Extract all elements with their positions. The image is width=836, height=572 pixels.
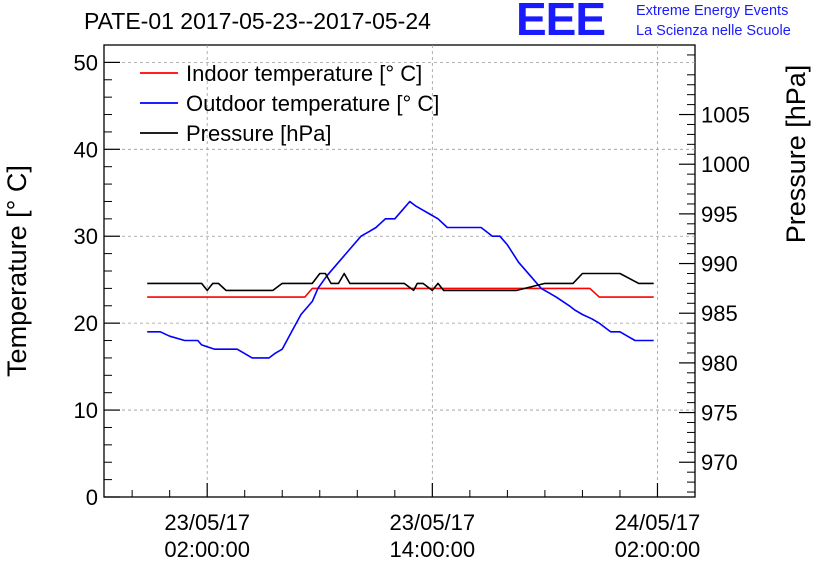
x-tick-label-date: 23/05/17 (164, 510, 250, 535)
x-tick-label-time: 14:00:00 (390, 537, 476, 562)
y-axis-title-left: Temperature [° C] (2, 165, 32, 377)
y-tick-label-right: 975 (701, 401, 738, 426)
eee-logo: EEE (516, 0, 606, 45)
y-tick-label-right: 990 (701, 252, 738, 277)
y-tick-label-left: 0 (86, 485, 98, 510)
x-tick-label-date: 23/05/17 (390, 510, 476, 535)
y-tick-label-right: 995 (701, 202, 738, 227)
legend: Indoor temperature [° C] Outdoor temperat… (140, 61, 439, 146)
y-tick-label-left: 50 (74, 50, 98, 75)
y-tick-label-right: 980 (701, 351, 738, 376)
series-lines (147, 200, 654, 359)
axes: 0 10 20 30 40 50 970 975 980 985 990 995 1000 1005 23/… (74, 50, 750, 562)
y-tick-label-right: 985 (701, 301, 738, 326)
y-tick-label-left: 10 (74, 398, 98, 423)
logo-text-line2: La Scienza nelle Scuole (636, 23, 791, 39)
y-tick-label-right: 970 (701, 450, 738, 475)
y-tick-label-right: 1005 (701, 103, 750, 128)
legend-label: Outdoor temperature [° C] (186, 91, 439, 116)
gridlines (104, 45, 695, 497)
outdoor-temperature-line (147, 200, 654, 359)
y-tick-label-left: 20 (74, 311, 98, 336)
x-tick-label-time: 02:00:00 (615, 537, 701, 562)
legend-label: Indoor temperature [° C] (186, 61, 422, 86)
legend-label: Pressure [hPa] (186, 121, 332, 146)
indoor-temperature-line (147, 287, 654, 298)
chart-title: PATE-01 2017-05-23--2017-05-24 (84, 8, 431, 34)
x-tick-label-time: 02:00:00 (164, 537, 250, 562)
y-tick-label-left: 40 (74, 137, 98, 162)
y-tick-label-left: 30 (74, 224, 98, 249)
pressure-line (147, 272, 654, 292)
logo-text-line1: Extreme Energy Events (636, 3, 789, 19)
x-tick-label-date: 24/05/17 (615, 510, 701, 535)
y-tick-label-right: 1000 (701, 152, 750, 177)
y-axis-title-right: Pressure [hPa] (781, 65, 811, 244)
